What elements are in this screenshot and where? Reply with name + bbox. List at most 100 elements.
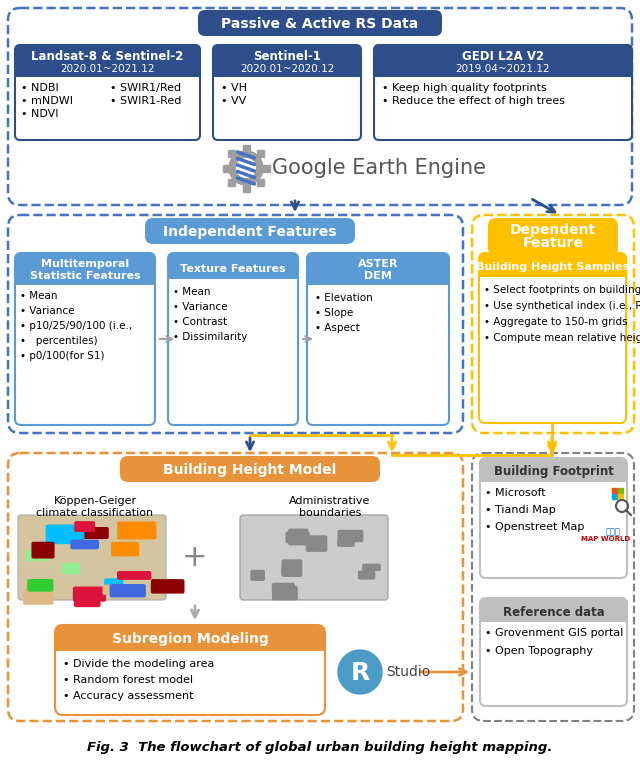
FancyBboxPatch shape [55,638,325,651]
FancyBboxPatch shape [111,542,139,556]
Circle shape [229,151,263,185]
Text: • VV: • VV [221,96,246,106]
FancyBboxPatch shape [31,542,54,559]
FancyBboxPatch shape [198,10,442,36]
Text: • Variance: • Variance [173,302,227,312]
Bar [618,494,623,499]
FancyBboxPatch shape [307,271,449,285]
Text: Studio: Studio [386,665,430,679]
FancyBboxPatch shape [374,63,632,77]
Bar [223,165,230,171]
Text: Google Earth Engine: Google Earth Engine [272,158,486,178]
Text: Administrative
boundaries: Administrative boundaries [289,496,371,517]
FancyBboxPatch shape [282,559,302,577]
Text: • Microsoft: • Microsoft [485,488,546,498]
Text: Landsat-8 & Sentinel-2: Landsat-8 & Sentinel-2 [31,50,184,62]
FancyBboxPatch shape [55,625,325,715]
Text: • Slope: • Slope [315,308,353,318]
FancyBboxPatch shape [83,527,109,539]
Text: • Compute mean relative height: • Compute mean relative height [484,333,640,343]
FancyBboxPatch shape [288,529,308,546]
Text: • p10/25/90/100 (i.e.,: • p10/25/90/100 (i.e., [20,321,132,331]
FancyBboxPatch shape [23,590,54,605]
Text: ASTER: ASTER [358,259,398,269]
Text: • Select footprints on buildings: • Select footprints on buildings [484,285,640,295]
Text: • Openstreet Map: • Openstreet Map [485,522,584,532]
FancyBboxPatch shape [15,45,200,140]
FancyBboxPatch shape [15,271,155,285]
FancyBboxPatch shape [306,535,327,552]
FancyBboxPatch shape [480,458,627,482]
Text: •   percentiles): • percentiles) [20,336,98,346]
Text: • Random forest model: • Random forest model [63,675,193,685]
Text: Building Height Samples: Building Height Samples [476,262,629,272]
FancyBboxPatch shape [70,539,99,549]
Bar [243,184,250,191]
Bar [612,494,617,499]
FancyBboxPatch shape [272,583,295,595]
FancyBboxPatch shape [15,253,155,285]
FancyBboxPatch shape [15,63,200,77]
Text: 2020.01~2021.12: 2020.01~2021.12 [60,64,155,74]
FancyBboxPatch shape [213,45,361,77]
FancyBboxPatch shape [117,571,151,580]
Text: Subregion Modeling: Subregion Modeling [111,632,268,646]
Text: DEM: DEM [364,271,392,281]
Text: • Tiandi Map: • Tiandi Map [485,505,556,515]
Text: Multitemporal: Multitemporal [41,259,129,269]
FancyBboxPatch shape [358,571,375,580]
Text: • Mean: • Mean [20,291,58,301]
FancyBboxPatch shape [285,532,310,543]
FancyBboxPatch shape [480,610,627,622]
FancyBboxPatch shape [120,456,380,482]
FancyBboxPatch shape [104,578,124,591]
Text: • NDVI: • NDVI [21,109,58,119]
Text: Reference data: Reference data [502,606,604,619]
FancyBboxPatch shape [168,253,298,425]
Text: • Reduce the effect of high trees: • Reduce the effect of high trees [382,96,565,106]
FancyBboxPatch shape [480,598,627,622]
Text: Statistic Features: Statistic Features [29,271,140,281]
Text: • SWIR1-Red: • SWIR1-Red [110,96,181,106]
Text: Fig. 3  The flowchart of global urban building height mapping.: Fig. 3 The flowchart of global urban bui… [87,741,553,754]
Text: Building Height Model: Building Height Model [163,463,337,477]
Text: 2019.04~2021.12: 2019.04~2021.12 [456,64,550,74]
FancyBboxPatch shape [307,253,449,425]
Text: Texture Features: Texture Features [180,264,286,274]
Text: • Mean: • Mean [173,287,211,297]
Text: • Divide the modeling area: • Divide the modeling area [63,659,214,669]
Text: • NDBI: • NDBI [21,83,59,93]
Text: • Variance: • Variance [20,306,74,316]
Text: GEDI L2A V2: GEDI L2A V2 [462,50,544,62]
Circle shape [338,650,382,694]
Text: • Contrast: • Contrast [173,317,227,327]
FancyBboxPatch shape [55,625,325,651]
Text: • SWIR1/Red: • SWIR1/Red [110,83,181,93]
FancyBboxPatch shape [272,586,298,600]
FancyBboxPatch shape [151,579,184,594]
FancyBboxPatch shape [45,524,84,544]
Text: • Keep high quality footprints: • Keep high quality footprints [382,83,547,93]
Text: Building Footprint: Building Footprint [493,466,613,479]
FancyBboxPatch shape [15,253,155,425]
FancyBboxPatch shape [480,598,627,706]
Bar [262,165,269,171]
FancyBboxPatch shape [25,549,50,561]
Text: • Grovenment GIS portal: • Grovenment GIS portal [485,628,623,638]
Text: • Open Topography: • Open Topography [485,646,593,656]
Text: Feature: Feature [523,236,584,250]
FancyBboxPatch shape [374,45,632,77]
FancyBboxPatch shape [240,515,388,600]
FancyBboxPatch shape [480,458,627,578]
Text: • Elevation: • Elevation [315,293,372,303]
Text: • mNDWI: • mNDWI [21,96,73,106]
Text: • Use synthetical index (i.e., RH): • Use synthetical index (i.e., RH) [484,301,640,311]
Bar [228,178,236,186]
FancyBboxPatch shape [480,470,627,482]
Text: Sentinel-1: Sentinel-1 [253,50,321,62]
Text: 天地图: 天地图 [605,527,621,536]
Text: • Aggregate to 150-m grids: • Aggregate to 150-m grids [484,317,628,327]
Text: 2020.01~2020.12: 2020.01~2020.12 [240,64,334,74]
Text: • Dissimilarity: • Dissimilarity [173,332,248,342]
FancyBboxPatch shape [168,266,298,279]
